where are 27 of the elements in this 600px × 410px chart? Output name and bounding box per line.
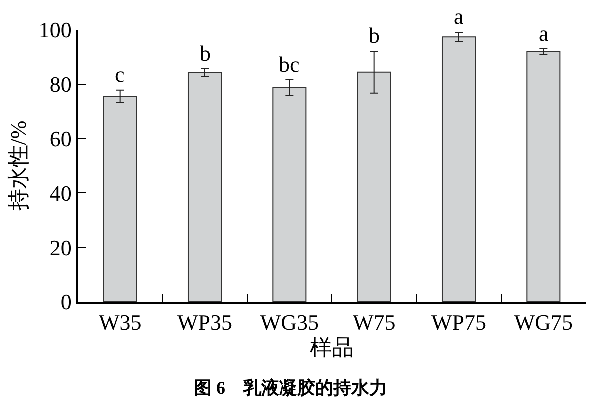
y-tick-label: 80 bbox=[50, 72, 72, 98]
y-tick-label: 100 bbox=[38, 18, 72, 43]
x-tick-label: WG75 bbox=[514, 310, 573, 336]
bar bbox=[188, 72, 222, 302]
y-tick-label: 20 bbox=[50, 235, 72, 260]
x-tick-label: WP35 bbox=[178, 310, 232, 336]
y-axis-title: 持水性/% bbox=[6, 120, 32, 212]
bar bbox=[526, 50, 561, 302]
y-tick-label: 60 bbox=[50, 126, 72, 152]
bar bbox=[357, 72, 392, 302]
annotation: a bbox=[539, 21, 549, 46]
y-tick-label: 0 bbox=[60, 290, 72, 315]
x-tick-label: W35 bbox=[98, 310, 142, 336]
annotation: b bbox=[200, 41, 211, 66]
text: 图 6 乳液凝胶的持水力 bbox=[194, 378, 388, 398]
bar bbox=[442, 36, 476, 302]
x-tick-label: W75 bbox=[352, 310, 396, 336]
bar bbox=[272, 87, 307, 302]
x-tick-label: WG35 bbox=[260, 310, 319, 336]
annotation: a bbox=[454, 4, 464, 29]
x-axis-title: 样品 bbox=[310, 335, 354, 360]
annotation: bc bbox=[279, 52, 300, 77]
bar bbox=[103, 96, 138, 302]
annotation: b bbox=[369, 23, 380, 48]
y-tick-label: 40 bbox=[50, 180, 72, 206]
annotation: c bbox=[115, 62, 125, 87]
x-tick-label: WP75 bbox=[432, 310, 486, 336]
